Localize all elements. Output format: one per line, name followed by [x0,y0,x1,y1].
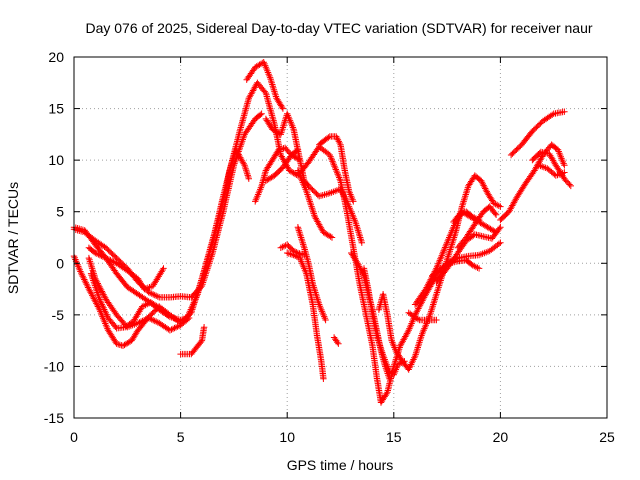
data-series-20 [375,172,504,373]
x-tick-label: 25 [599,429,615,445]
x-tick-label: 0 [70,429,78,445]
y-tick-label: 10 [48,152,64,168]
data-points-28 [507,108,568,159]
data-points-3 [85,244,167,293]
y-tick-label: 20 [48,49,64,65]
data-points-15 [294,167,336,241]
y-tick-label: 15 [48,101,64,117]
data-series-17 [330,334,342,347]
x-tick-label: 15 [386,429,402,445]
data-points-14 [294,224,329,324]
x-tick-label: 10 [279,429,295,445]
data-series-6 [87,270,171,332]
data-series-30 [535,162,568,179]
data-points-26 [454,203,500,251]
data-points-11 [262,110,365,246]
data-points-12 [277,241,308,259]
data-series-12 [277,241,308,259]
tick-layer: 0 5 10 15 20 25 -15 -10 -5 0 5 10 15 20 [44,49,615,445]
data-series-3 [85,244,167,293]
data-points-30 [535,162,568,179]
data-points-21 [405,309,440,324]
y-axis-label: SDTVAR / TECUs [5,182,21,294]
data-points-17 [330,334,342,347]
x-tick-label: 20 [493,429,509,445]
y-tick-label: -10 [44,358,64,374]
data-points-20 [375,172,504,373]
chart-title: Day 076 of 2025, Sidereal Day-to-day VTE… [85,20,592,36]
data-points-6 [87,270,171,332]
y-tick-label: -5 [52,307,65,323]
data-series-14 [294,224,329,324]
data-series-11 [262,110,365,246]
data-points-16 [316,133,357,205]
y-tick-label: -15 [44,410,64,426]
data-series-16 [316,133,357,205]
y-tick-label: 5 [56,204,64,220]
plot-frame [73,56,608,419]
data-series-21 [405,309,440,324]
data-series-26 [454,203,500,251]
data-series-13 [284,249,327,382]
data-points-13 [284,249,327,382]
data-series-28 [507,108,568,159]
x-axis-label: GPS time / hours [287,457,394,473]
data-points-7 [177,324,208,358]
x-tick-label: 5 [177,429,185,445]
y-tick-label: 0 [56,255,64,271]
data-series-8 [243,59,287,112]
data-series-7 [177,324,208,358]
data-points-19 [360,265,408,378]
data-points-8 [243,59,287,112]
data-series-19 [360,265,408,378]
data-series-15 [294,167,336,241]
